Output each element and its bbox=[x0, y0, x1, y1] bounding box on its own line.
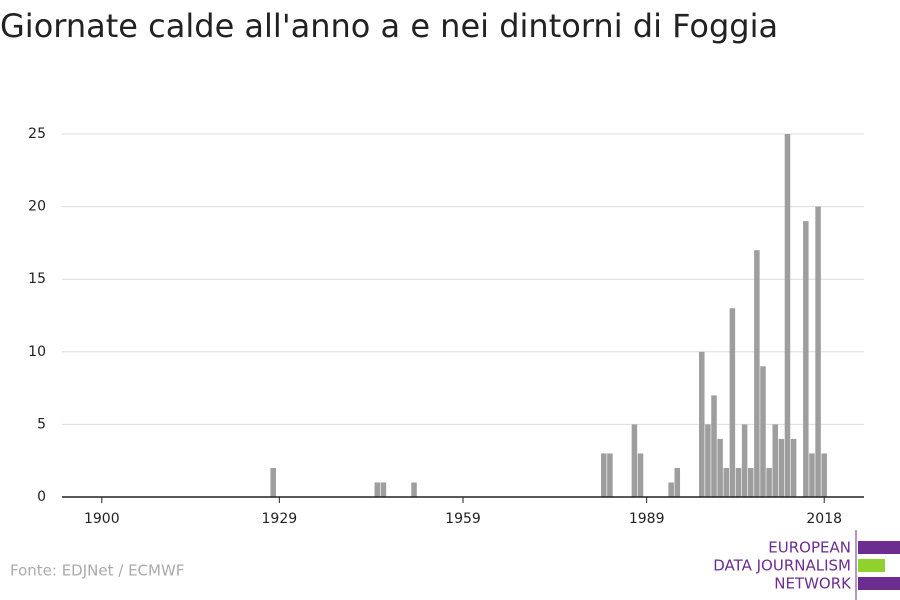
x-tick-label: 2018 bbox=[806, 511, 842, 527]
bar bbox=[637, 453, 644, 497]
bar bbox=[668, 482, 674, 497]
x-tick-label: 1989 bbox=[629, 511, 665, 527]
bar bbox=[809, 453, 815, 497]
bar bbox=[674, 467, 681, 497]
bar bbox=[270, 467, 276, 497]
y-tick-label: 20 bbox=[28, 199, 46, 215]
bar bbox=[778, 438, 785, 497]
logo-bar bbox=[858, 559, 885, 572]
chart-title: Giornate calde all'anno a e nei dintorni… bbox=[0, 7, 778, 45]
logo-bar bbox=[858, 577, 900, 590]
bar bbox=[601, 453, 607, 497]
bar bbox=[411, 482, 417, 497]
y-tick-label: 0 bbox=[37, 489, 46, 505]
bar bbox=[741, 424, 748, 497]
bar bbox=[735, 467, 742, 497]
bar bbox=[374, 482, 381, 497]
bar bbox=[699, 351, 705, 497]
bar bbox=[717, 438, 723, 497]
bar bbox=[711, 395, 717, 497]
bar bbox=[815, 206, 821, 497]
x-tick-label: 1959 bbox=[445, 511, 481, 527]
bar bbox=[607, 453, 613, 497]
y-tick-label: 5 bbox=[37, 416, 46, 432]
x-tick-label: 1929 bbox=[262, 511, 298, 527]
bar bbox=[754, 250, 760, 497]
bar bbox=[705, 424, 711, 497]
y-tick-label: 25 bbox=[28, 126, 46, 142]
x-tick-label: 1900 bbox=[84, 511, 120, 527]
bar bbox=[790, 438, 797, 497]
bar bbox=[772, 424, 778, 497]
logo-text: EUROPEAN bbox=[768, 539, 851, 557]
bar bbox=[747, 467, 754, 497]
bar bbox=[723, 467, 730, 497]
bar bbox=[760, 366, 766, 497]
bar bbox=[729, 308, 736, 497]
bar bbox=[766, 467, 772, 497]
logo-text: DATA JOURNALISM bbox=[713, 557, 851, 575]
logo-text: NETWORK bbox=[774, 575, 852, 593]
y-tick-label: 15 bbox=[28, 271, 46, 287]
bar bbox=[631, 424, 638, 497]
bar bbox=[784, 134, 791, 497]
bar bbox=[803, 221, 809, 497]
logo-bar bbox=[858, 541, 900, 554]
source: Fonte: EDJNet / ECMWF bbox=[10, 562, 184, 580]
bar bbox=[821, 453, 827, 497]
bar bbox=[380, 482, 387, 497]
y-tick-label: 10 bbox=[28, 344, 46, 360]
